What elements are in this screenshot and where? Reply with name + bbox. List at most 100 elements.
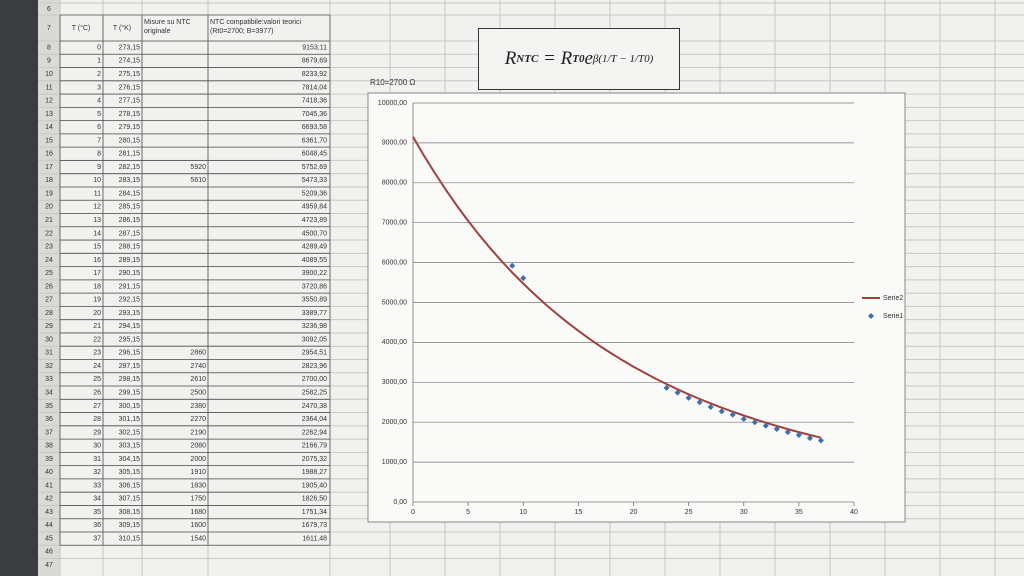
row-number: 22 <box>45 230 53 237</box>
row-number: 44 <box>45 522 53 529</box>
cell: 310,15 <box>119 535 141 542</box>
cell: 12 <box>93 204 101 211</box>
cell: 0 <box>97 44 101 51</box>
y-tick-label: 9000,00 <box>382 140 407 147</box>
data-point <box>729 411 736 418</box>
cell: 296,15 <box>119 350 141 357</box>
cell: 3900,22 <box>302 270 327 277</box>
cell: 31 <box>93 456 101 463</box>
y-tick-label: 0,00 <box>393 499 407 506</box>
x-tick-label: 40 <box>850 509 858 516</box>
data-point <box>762 422 769 429</box>
cell: 20 <box>93 310 101 317</box>
cell: 285,15 <box>119 204 141 211</box>
cell: 277,15 <box>119 98 141 105</box>
row-number: 33 <box>45 376 53 383</box>
cell: 7045,36 <box>302 111 327 118</box>
formula-text: NTC <box>516 53 539 65</box>
cell: 15 <box>93 244 101 251</box>
cell: 2075,32 <box>302 456 327 463</box>
cell: 3236,98 <box>302 323 327 330</box>
row-number: 13 <box>45 111 53 118</box>
cell: 305,15 <box>119 469 141 476</box>
cell: 298,15 <box>119 376 141 383</box>
data-point <box>817 437 824 444</box>
row-number: 14 <box>45 124 53 131</box>
data-point <box>663 384 670 391</box>
y-tick-label: 1000,00 <box>382 459 407 466</box>
cell: 279,15 <box>119 124 141 131</box>
cell: 299,15 <box>119 389 141 396</box>
row-number: 47 <box>45 562 53 569</box>
row-number: 41 <box>45 482 53 489</box>
data-point <box>685 394 692 401</box>
cell: 2610 <box>190 376 206 383</box>
cell: 37 <box>93 535 101 542</box>
cell: 34 <box>93 496 101 503</box>
cell: 1826,50 <box>302 496 327 503</box>
data-point <box>773 425 780 432</box>
cell: 6048,45 <box>302 151 327 158</box>
cell: 1988,27 <box>302 469 327 476</box>
row-number: 9 <box>47 58 51 65</box>
cell: 3720,86 <box>302 283 327 290</box>
cell: 14 <box>93 230 101 237</box>
cell: 304,15 <box>119 456 141 463</box>
row-number: 18 <box>45 177 53 184</box>
cell: 5 <box>97 111 101 118</box>
cell: 4 <box>97 98 101 105</box>
cell: 5473,33 <box>302 177 327 184</box>
cell: 3092,05 <box>302 336 327 343</box>
x-tick-label: 15 <box>574 509 582 516</box>
cell: 287,15 <box>119 230 141 237</box>
row-number: 30 <box>45 336 53 343</box>
data-point <box>795 431 802 438</box>
cell: 283,15 <box>119 177 141 184</box>
cell: 1611,48 <box>302 535 327 542</box>
cell: 1910 <box>190 469 206 476</box>
cell: 5752,69 <box>302 164 327 171</box>
formula-box: R NTC = R T0 e β(1/T − 1/T0) <box>478 28 680 90</box>
cell: 2000 <box>190 456 206 463</box>
cell: 278,15 <box>119 111 141 118</box>
row-number: 36 <box>45 416 53 423</box>
cell: 8 <box>97 151 101 158</box>
data-point <box>784 429 791 436</box>
formula-text: β(1/T − 1/T0) <box>592 53 654 65</box>
cell: 8679,69 <box>302 58 327 65</box>
cell: 18 <box>93 283 101 290</box>
cell: 5610 <box>190 177 206 184</box>
cell: 3550,89 <box>302 297 327 304</box>
cell: 9153,11 <box>302 44 327 51</box>
x-tick-label: 30 <box>740 509 748 516</box>
row-number: 23 <box>45 244 53 251</box>
y-tick-label: 8000,00 <box>382 180 407 187</box>
cell: 1751,34 <box>302 509 327 516</box>
cell: 1600 <box>190 522 206 529</box>
cell: 2700,00 <box>302 376 327 383</box>
cell: 301,15 <box>119 416 141 423</box>
chart-area <box>367 92 906 523</box>
row-number: 20 <box>45 204 53 211</box>
cell: 302,15 <box>119 429 141 436</box>
row-number: 10 <box>45 71 53 78</box>
row-number: 39 <box>45 456 53 463</box>
y-tick-label: 2000,00 <box>382 419 407 426</box>
cell: 274,15 <box>119 58 141 65</box>
row-number: 19 <box>45 190 53 197</box>
cell: 295,15 <box>119 336 141 343</box>
row-number: 6 <box>47 6 51 13</box>
cell: 309,15 <box>119 522 141 529</box>
cell: 5920 <box>190 164 206 171</box>
cell: 2080 <box>190 443 206 450</box>
y-tick-label: 5000,00 <box>382 299 407 306</box>
cell: 17 <box>93 270 101 277</box>
data-point <box>718 408 725 415</box>
x-tick-label: 5 <box>466 509 470 516</box>
cell: 2954,51 <box>302 350 327 357</box>
cell: 2470,38 <box>302 403 327 410</box>
cell: 2500 <box>190 389 206 396</box>
cell: 26 <box>93 389 101 396</box>
x-tick-label: 25 <box>685 509 693 516</box>
